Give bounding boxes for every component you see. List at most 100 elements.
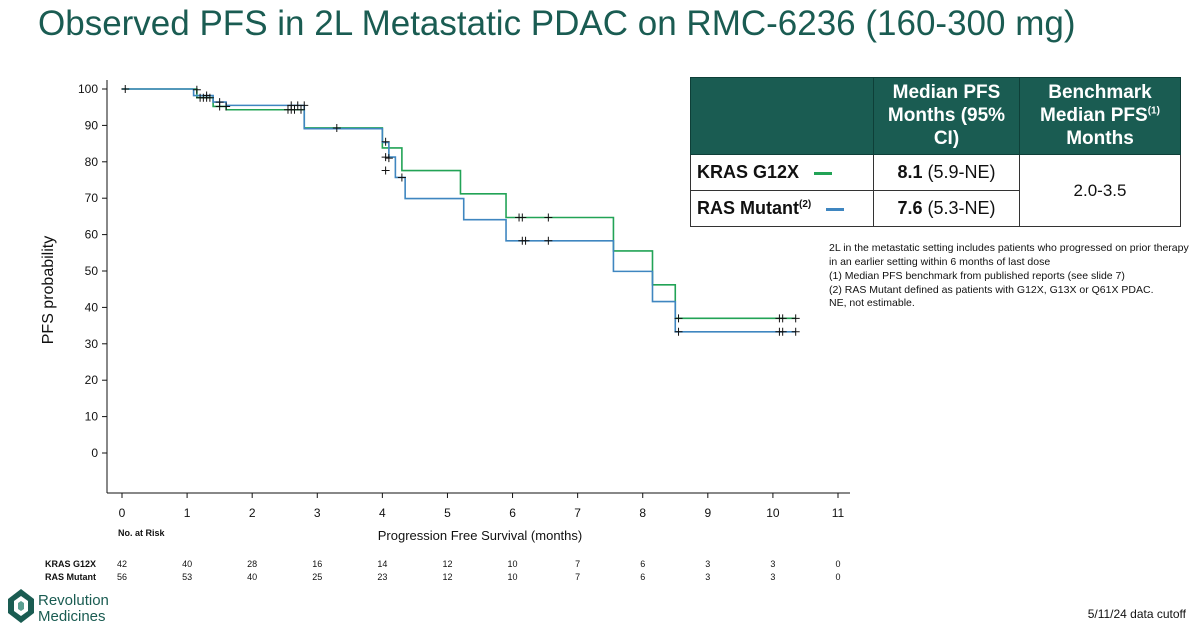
y-tick-label: 30 [85, 337, 99, 351]
risk-value: 6 [640, 559, 645, 569]
risk-row-label-kras: KRAS G12X [45, 559, 96, 569]
risk-value: 6 [640, 572, 645, 582]
data-cutoff: 5/11/24 data cutoff [1087, 607, 1186, 621]
x-tick-label: 11 [832, 506, 845, 520]
risk-table: 42 40 28 16 14 12 10 7 6 3 3 0 56 53 40 25 23 12 10 7 6 3 3 0 [117, 559, 841, 582]
censor-mark [544, 236, 553, 245]
y-tick-label: 10 [85, 410, 99, 424]
y-tick-label: 100 [78, 82, 98, 96]
page-title: Observed PFS in 2L Metastatic PDAC on RM… [38, 4, 1076, 43]
censor-mark [121, 85, 130, 93]
y-axis-title: PFS probability [40, 236, 57, 345]
footnote-1: 2L in the metastatic setting includes pa… [829, 242, 1189, 268]
risk-value: 0 [835, 559, 840, 569]
censor-mark [297, 105, 305, 114]
kras-legend-swatch [814, 172, 833, 176]
footnotes: 2L in the metastatic setting includes pa… [829, 242, 1191, 311]
y-tick-label: 90 [85, 118, 99, 132]
risk-value: 42 [117, 559, 127, 569]
censor-mark [521, 236, 530, 245]
risk-row-label-ras: RAS Mutant [45, 572, 96, 582]
x-tick-label: 6 [509, 506, 516, 520]
axes: 0 10 20 30 40 50 60 70 80 90 100 0 1 2 3 4 5 6 7 8 9 10 11 [78, 80, 850, 520]
x-tick-label: 1 [184, 506, 191, 520]
risk-value: 28 [247, 559, 257, 569]
x-tick-label: 0 [119, 506, 126, 520]
x-tick-label: 7 [574, 506, 581, 520]
censor-mark [791, 314, 800, 323]
logo-text: Revolution Medicines [38, 593, 109, 625]
x-tick-label: 10 [766, 506, 780, 520]
risk-value: 14 [377, 559, 387, 569]
row-label-ras-text: RAS Mutant [697, 198, 799, 219]
pfs-summary-table: Median PFS Months (95% CI) Benchmark Med… [690, 76, 1181, 228]
risk-value: 25 [312, 572, 322, 582]
risk-value: 40 [247, 572, 257, 582]
x-axis-title: Progression Free Survival (months) [378, 528, 582, 543]
row-label-kras: KRAS G12X [690, 154, 874, 192]
censor-mark [222, 102, 231, 111]
y-tick-label: 20 [85, 373, 99, 387]
median-pfs-header: Median PFS Months (95% CI) [873, 76, 1020, 156]
risk-value: 23 [377, 572, 387, 582]
median-ras-ci: (5.3-NE) [927, 198, 996, 219]
logo-line-1: Revolution [38, 592, 109, 609]
benchmark-header-main: Benchmark Median PFS [1040, 82, 1152, 126]
risk-value: 10 [508, 572, 518, 582]
benchmark-value: 2.0-3.5 [1019, 154, 1181, 228]
censor-marks [121, 85, 800, 336]
y-tick-label: 40 [85, 300, 99, 314]
risk-value: 3 [770, 559, 775, 569]
y-tick-label: 50 [85, 264, 99, 278]
row-label-kras-text: KRAS G12X [697, 162, 800, 183]
censor-mark [332, 123, 341, 132]
censor-mark [215, 98, 224, 107]
x-tick-label: 5 [444, 506, 451, 520]
y-tick-label: 60 [85, 228, 99, 242]
row-label-ras-sup: (2) [799, 199, 812, 211]
x-tick-label: 4 [379, 506, 386, 520]
risk-value: 3 [705, 559, 710, 569]
risk-value: 56 [117, 572, 127, 582]
table-row-kras: KRAS G12X 8.1 (5.9-NE) 2.0-3.5 [690, 154, 1181, 228]
benchmark-header: Benchmark Median PFS(1) Months [1019, 76, 1181, 156]
footnote-3: (2) RAS Mutant defined as patients with … [829, 283, 1154, 296]
censor-mark [674, 314, 683, 323]
risk-value: 10 [508, 559, 518, 569]
censor-mark [778, 314, 787, 323]
censor-mark [791, 327, 800, 336]
risk-value: 16 [312, 559, 322, 569]
censor-mark [544, 213, 553, 222]
median-kras-ci: (5.9-NE) [927, 162, 996, 183]
y-tick-label: 80 [85, 155, 99, 169]
risk-value: 12 [442, 559, 452, 569]
censor-mark [397, 173, 406, 182]
benchmark-header-sup: (1) [1147, 105, 1160, 117]
x-tick-label: 8 [639, 506, 646, 520]
risk-value: 7 [575, 559, 580, 569]
footnote-4: NE, not estimable. [829, 297, 915, 310]
censor-mark [192, 85, 201, 94]
series-line-kras-g12x [122, 88, 796, 320]
censor-mark [518, 213, 527, 222]
risk-value: 3 [770, 572, 775, 582]
risk-value: 3 [705, 572, 710, 582]
censor-mark [778, 327, 787, 336]
censor-mark [381, 166, 390, 175]
median-ras-value: 7.6 [897, 198, 923, 219]
logo-line-2: Medicines [38, 608, 106, 625]
row-label-ras: RAS Mutant(2) [690, 190, 874, 228]
median-kras-value: 8.1 [897, 162, 923, 183]
censor-mark [674, 327, 683, 336]
censor-mark [300, 101, 309, 110]
table-row-ras: RAS Mutant(2) 7.6 (5.3-NE) [690, 190, 1181, 228]
benchmark-header-tail: Months [1066, 127, 1134, 149]
risk-value: 53 [182, 572, 192, 582]
ras-legend-swatch [826, 208, 845, 212]
censor-mark [381, 137, 390, 146]
x-tick-label: 2 [249, 506, 256, 520]
risk-value: 12 [442, 572, 452, 582]
x-tick-label: 9 [704, 506, 711, 520]
risk-value: 0 [835, 572, 840, 582]
